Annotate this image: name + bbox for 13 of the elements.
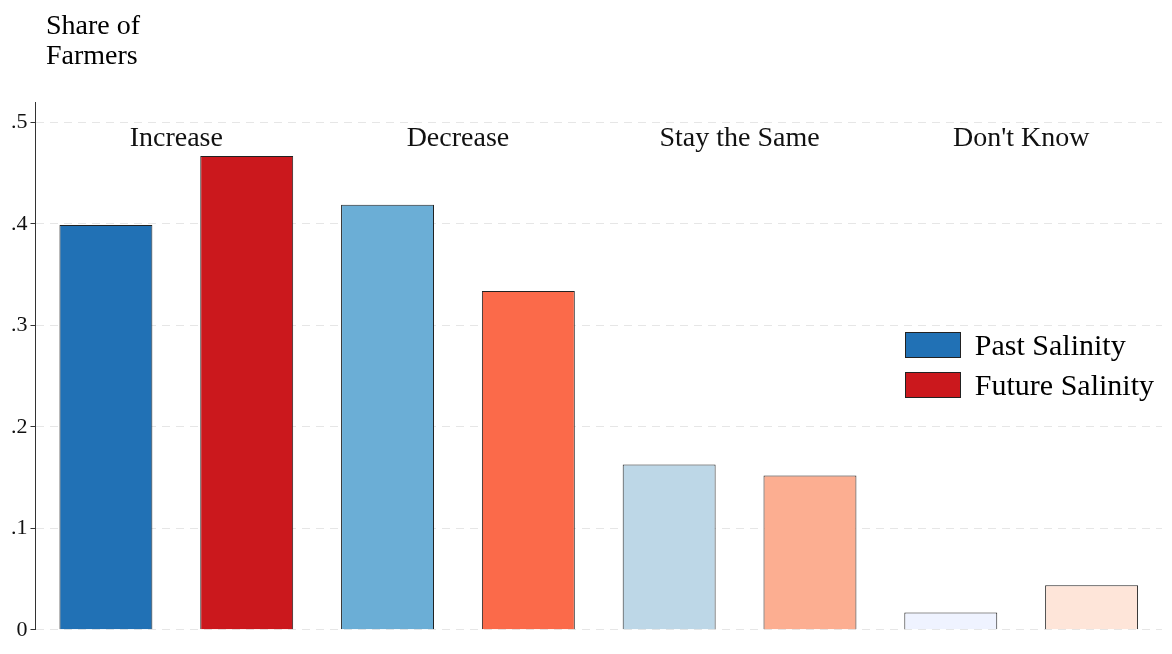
y-tick-label: 0 [16, 615, 28, 641]
y-axis-title: Share of Farmers [46, 9, 142, 70]
x-tick-label: Decrease [406, 120, 510, 152]
x-tick-label: Increase [129, 120, 223, 152]
legend-label: Past Salinity [974, 328, 1126, 362]
y-tick-label: .3 [11, 311, 28, 337]
y-tick-label: .1 [11, 514, 28, 540]
x-tick-label: Stay the Same [659, 120, 820, 152]
legend-label: Future Salinity [974, 368, 1154, 402]
x-tick-label: Don't Know [952, 120, 1091, 152]
y-tick-label: .4 [11, 209, 28, 235]
y-tick-label: .5 [11, 108, 28, 134]
y-tick-label: .2 [11, 412, 28, 438]
